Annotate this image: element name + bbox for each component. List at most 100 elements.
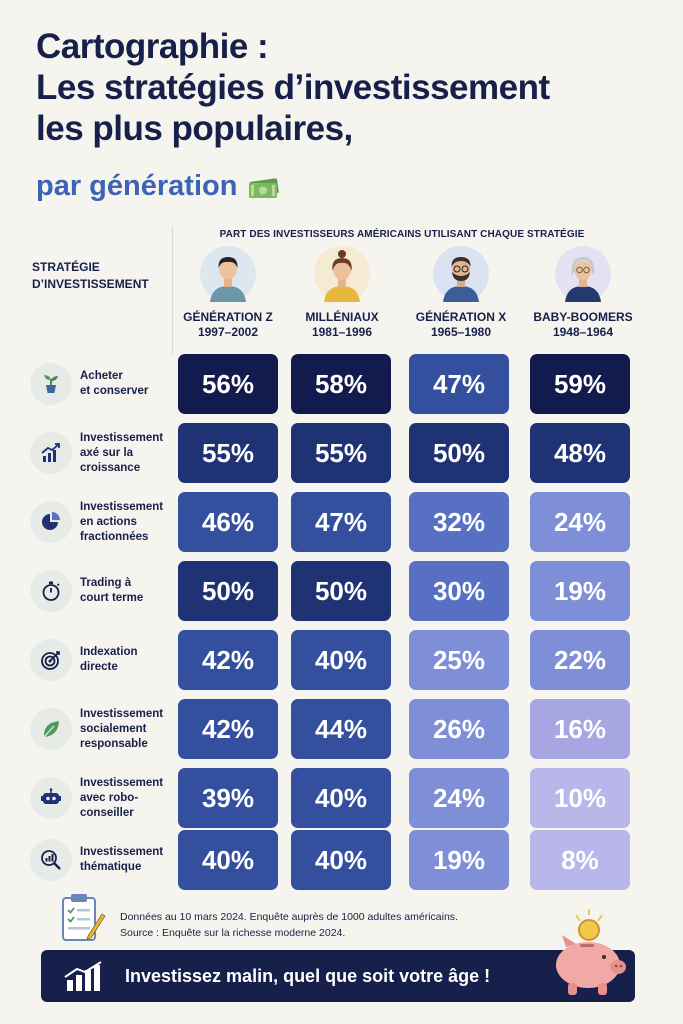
- data-label: 8%: [561, 844, 599, 875]
- data-label: 26%: [432, 713, 486, 744]
- strategy-label-line: court terme: [80, 592, 144, 604]
- strategy-label: Investissement avec robo- conseiller: [80, 776, 163, 821]
- data-label: 40%: [314, 644, 368, 675]
- data-cell: 16%: [530, 699, 630, 759]
- data-cell: 8%: [530, 830, 630, 890]
- plant-icon: [30, 363, 72, 405]
- footnote: Données au 10 mars 2024. Enquête auprès …: [120, 909, 458, 941]
- generation-years: 1965–1980: [430, 325, 492, 339]
- strategy-row-label: Acheter et conserver: [30, 354, 175, 414]
- data-label: 40%: [201, 844, 255, 875]
- strategy-label-line: conseiller: [80, 806, 134, 819]
- data-cell: 10%: [530, 768, 630, 828]
- generation-name: GÉNÉRATION X: [415, 310, 507, 324]
- strategy-label: Acheter et conserver: [80, 369, 148, 399]
- data-cell: 40%: [291, 830, 391, 890]
- strategy-row-label: Investissement thématique: [30, 830, 175, 890]
- data-cell: 19%: [530, 561, 630, 621]
- strategy-label: Investissement thématique: [80, 845, 163, 875]
- title-line: Les stratégies d’investissement: [36, 68, 550, 107]
- data-label: 19%: [432, 844, 486, 875]
- data-cell: 40%: [291, 768, 391, 828]
- data-label: 42%: [201, 713, 255, 744]
- header-divider: [172, 226, 173, 354]
- data-cell: 50%: [178, 561, 278, 621]
- data-cell: 42%: [178, 630, 278, 690]
- data-cell: 58%: [291, 354, 391, 414]
- data-label: 56%: [201, 368, 255, 399]
- data-label: 58%: [314, 368, 368, 399]
- data-label: 50%: [432, 437, 486, 468]
- strategy-label-line: Indexation: [80, 646, 138, 658]
- footnote-line: Source : Enquête sur la richesse moderne…: [120, 927, 346, 939]
- piggy-bank-icon: [556, 909, 626, 995]
- strategy-row-label: Investissement avec robo- conseiller: [30, 768, 175, 828]
- robot-icon: [30, 777, 72, 819]
- strategy-label: Investissement en actions fractionnées: [80, 500, 163, 545]
- subtitle-text: par génération: [36, 170, 238, 202]
- strategy-label-line: fractionnées: [80, 530, 149, 543]
- row-header-line: D’INVESTISSEMENT: [32, 277, 149, 291]
- strategy-row-label: Trading à court terme: [30, 561, 175, 621]
- strategy-row-label: Indexation directe: [30, 630, 175, 690]
- bar-chart-icon: [64, 961, 102, 991]
- title-line: Cartographie :: [36, 27, 269, 66]
- growth-chart-icon: [30, 432, 72, 474]
- data-cell: 47%: [409, 354, 509, 414]
- generation-header: MILLÉNIAUX 1981–1996: [287, 246, 397, 340]
- row-header: STRATÉGIE D’INVESTISSEMENT: [32, 259, 149, 293]
- data-cell: 50%: [409, 423, 509, 483]
- data-label: 32%: [432, 506, 486, 537]
- pie-chart-icon: [30, 501, 72, 543]
- data-label: 59%: [553, 368, 607, 399]
- data-cell: 59%: [530, 354, 630, 414]
- strategy-label-line: socialement: [80, 722, 147, 735]
- data-cell: 46%: [178, 492, 278, 552]
- data-label: 40%: [314, 844, 368, 875]
- strategy-label-line: axé sur la: [80, 446, 134, 459]
- footnote-line: Données au 10 mars 2024. Enquête auprès …: [120, 911, 458, 923]
- avatar-gen-z: [200, 246, 256, 302]
- data-cell: 55%: [291, 423, 391, 483]
- data-cell: 39%: [178, 768, 278, 828]
- data-cell: 44%: [291, 699, 391, 759]
- strategy-label-line: Acheter: [80, 370, 123, 382]
- generation-header: GÉNÉRATION X 1965–1980: [406, 246, 516, 340]
- strategy-label-line: en actions: [80, 515, 137, 528]
- avatar-gen-x: [433, 246, 489, 302]
- title-line: les plus populaires,: [36, 109, 353, 148]
- target-icon: [30, 639, 72, 681]
- data-cell: 22%: [530, 630, 630, 690]
- banner-text: Investissez malin, quel que soit votre â…: [125, 965, 491, 986]
- avatar-millenials: [314, 246, 370, 302]
- data-cell: 55%: [178, 423, 278, 483]
- data-label: 55%: [201, 437, 255, 468]
- footer-banner: Investissez malin, quel que soit votre â…: [41, 950, 635, 1002]
- generation-name: MILLÉNIAUX: [305, 310, 379, 324]
- data-label: 48%: [553, 437, 607, 468]
- strategy-label: Investissement socialement responsable: [80, 707, 163, 752]
- data-label: 10%: [553, 782, 607, 813]
- page-title: Cartographie : Les stratégies d’investis…: [36, 26, 656, 149]
- strategy-label-line: responsable: [80, 737, 148, 750]
- strategy-row-label: Investissement axé sur la croissance: [30, 423, 175, 483]
- avatar-baby-boomers: [555, 246, 611, 302]
- stopwatch-icon: [30, 570, 72, 612]
- data-cell: 30%: [409, 561, 509, 621]
- data-cell: 40%: [291, 630, 391, 690]
- data-cell: 48%: [530, 423, 630, 483]
- generation-name: BABY-BOOMERS: [533, 310, 633, 324]
- row-header-line: STRATÉGIE: [32, 260, 100, 274]
- generation-years: 1997–2002: [197, 325, 259, 339]
- money-icon: [249, 177, 280, 198]
- data-label: 25%: [432, 644, 486, 675]
- generation-header: GÉNÉRATION Z 1997–2002: [173, 246, 283, 340]
- data-cell: 42%: [178, 699, 278, 759]
- data-cell: 56%: [178, 354, 278, 414]
- strategy-label-line: Trading à: [80, 577, 132, 589]
- strategy-label-line: Investissement: [80, 776, 164, 789]
- data-label: 22%: [553, 644, 607, 675]
- data-label: 50%: [201, 575, 255, 606]
- generation-header: BABY-BOOMERS 1948–1964: [528, 246, 638, 340]
- strategy-label-line: directe: [80, 661, 118, 673]
